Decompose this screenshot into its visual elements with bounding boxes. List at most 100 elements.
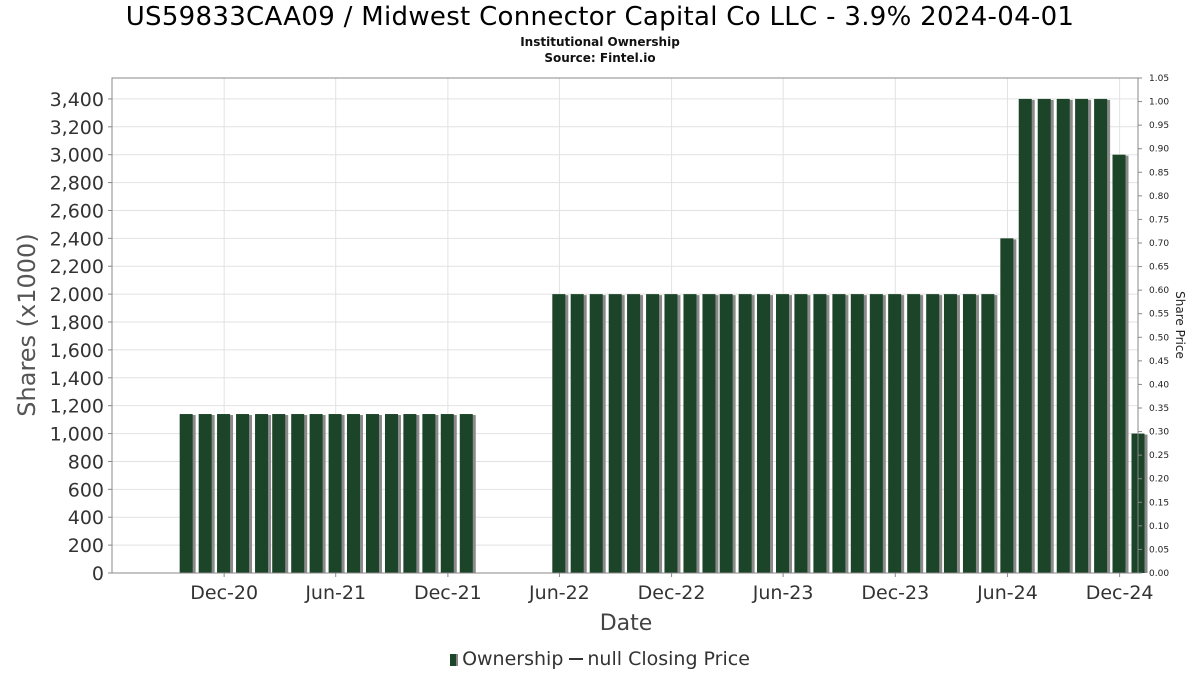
x-tick-label: Jun-21 (304, 582, 366, 604)
y-tick-label: 200 (68, 535, 104, 557)
ownership-bar (1094, 98, 1108, 573)
ownership-bar (217, 414, 231, 573)
y-tick-label: 3,000 (50, 145, 104, 167)
y2-tick-label: 1.00 (1149, 98, 1169, 108)
ownership-bar (384, 414, 398, 573)
y2-tick-label: 0.35 (1149, 404, 1169, 414)
ownership-bar (981, 294, 995, 573)
ownership-bar (646, 294, 660, 573)
y2-tick-label: 0.95 (1149, 121, 1169, 131)
ownership-bar (1056, 98, 1070, 573)
y-tick-label: 2,800 (50, 173, 104, 195)
y2-tick-label: 0.40 (1149, 380, 1169, 390)
x-axis-label: Date (600, 611, 653, 636)
x-tick-label: Dec-23 (861, 582, 929, 604)
y2-tick-label: 0.80 (1149, 192, 1169, 202)
y2-tick-label: 0.05 (1149, 545, 1169, 555)
x-tick-label: Jun-23 (752, 582, 814, 604)
ownership-bar (702, 294, 716, 573)
ownership-bar (365, 414, 379, 573)
y2-tick-label: 0.60 (1149, 286, 1169, 296)
y-axis-label: Shares (x1000) (13, 233, 41, 416)
x-tick-label: Dec-20 (190, 582, 258, 604)
y-tick-label: 1,000 (50, 424, 104, 446)
y2-tick-label: 0.25 (1149, 451, 1169, 461)
price-legend-line (569, 658, 584, 660)
ownership-bar (608, 294, 622, 573)
y-tick-label: 0 (92, 563, 104, 585)
ownership-bar (962, 294, 976, 573)
ownership-bar (776, 294, 790, 573)
ownership-bar (589, 294, 603, 573)
ownership-bar (907, 294, 921, 573)
y2-tick-label: 0.30 (1149, 428, 1169, 438)
ownership-bar (255, 414, 269, 573)
ownership-bar (926, 294, 940, 573)
x-tick-label: Dec-21 (414, 582, 482, 604)
ownership-bar (291, 414, 305, 573)
legend-price-label: null Closing Price (587, 648, 750, 670)
y-tick-label: 2,400 (50, 228, 104, 250)
y2-axis-label: Share Price (1173, 291, 1187, 359)
ownership-bar (179, 414, 193, 573)
y2-tick-label: 0.10 (1149, 522, 1169, 532)
y-axis-ticks: 0 200 400 600 800 1,000 1,200 1,400 1,600 1,800 2,… (50, 89, 112, 585)
ownership-bar (664, 294, 678, 573)
y-tick-label: 3,400 (50, 89, 104, 111)
ownership-bar (422, 414, 436, 573)
ownership-bar (794, 294, 808, 573)
x-tick-label: Dec-22 (638, 582, 706, 604)
bars (179, 98, 1148, 574)
ownership-bar (1018, 98, 1032, 573)
y2-tick-label: 0.15 (1149, 498, 1169, 508)
y2-tick-label: 0.65 (1149, 263, 1169, 273)
ownership-bar (683, 294, 697, 573)
ownership-bar (627, 294, 641, 573)
y2-tick-label: 0.20 (1149, 475, 1169, 485)
chart-title: US59833CAA09 / Midwest Connector Capital… (125, 2, 1075, 32)
y2-tick-label: 0.70 (1149, 239, 1169, 249)
y2-axis-ticks: 0.00 0.05 0.10 0.15 0.20 0.25 0.30 0.35 0.40 0.45… (1138, 74, 1169, 579)
x-tick-label: Jun-24 (976, 582, 1038, 604)
ownership-bar (198, 414, 212, 573)
y-tick-label: 400 (68, 507, 104, 529)
y-tick-label: 800 (68, 451, 104, 473)
y-tick-label: 1,800 (50, 312, 104, 334)
ownership-bar (738, 294, 752, 573)
ownership-bar (309, 414, 323, 573)
ownership-bar (850, 294, 864, 573)
ownership-bar (813, 294, 827, 573)
ownership-bar (552, 294, 566, 573)
ownership-bar (1037, 98, 1051, 573)
ownership-chart: 0 200 400 600 800 1,000 1,200 1,400 1,600 1,800 2,… (13, 74, 1187, 636)
ownership-bar (328, 414, 342, 573)
legend: Ownership null Closing Price (0, 648, 1200, 670)
ownership-bar (570, 294, 584, 573)
ownership-bar (440, 414, 454, 573)
ownership-bar (869, 294, 883, 573)
y-tick-label: 1,400 (50, 368, 104, 390)
ownership-bar (272, 414, 286, 573)
ownership-bar (236, 414, 250, 573)
y-tick-label: 3,200 (50, 117, 104, 139)
plot-frame (111, 77, 1139, 574)
ownership-bar (1112, 154, 1126, 574)
y2-tick-label: 1.05 (1149, 74, 1169, 84)
y-tick-label: 1,600 (50, 340, 104, 362)
ownership-bar (888, 294, 902, 573)
y2-tick-label: 0.85 (1149, 168, 1169, 178)
y2-tick-label: 0.50 (1149, 333, 1169, 343)
ownership-bar (1075, 98, 1089, 573)
y2-tick-label: 0.75 (1149, 215, 1169, 225)
y2-tick-label: 0.00 (1149, 569, 1169, 579)
x-tick-label: Jun-22 (528, 582, 590, 604)
y2-tick-label: 0.55 (1149, 310, 1169, 320)
ownership-bar (757, 294, 771, 573)
ownership-bar (943, 294, 957, 573)
ownership-bar (403, 414, 417, 573)
y-tick-label: 2,600 (50, 200, 104, 222)
ownership-bar (719, 294, 733, 573)
chart-subtitle: Institutional Ownership (520, 35, 680, 49)
legend-ownership-label: Ownership (462, 648, 564, 670)
y-tick-label: 2,200 (50, 256, 104, 278)
